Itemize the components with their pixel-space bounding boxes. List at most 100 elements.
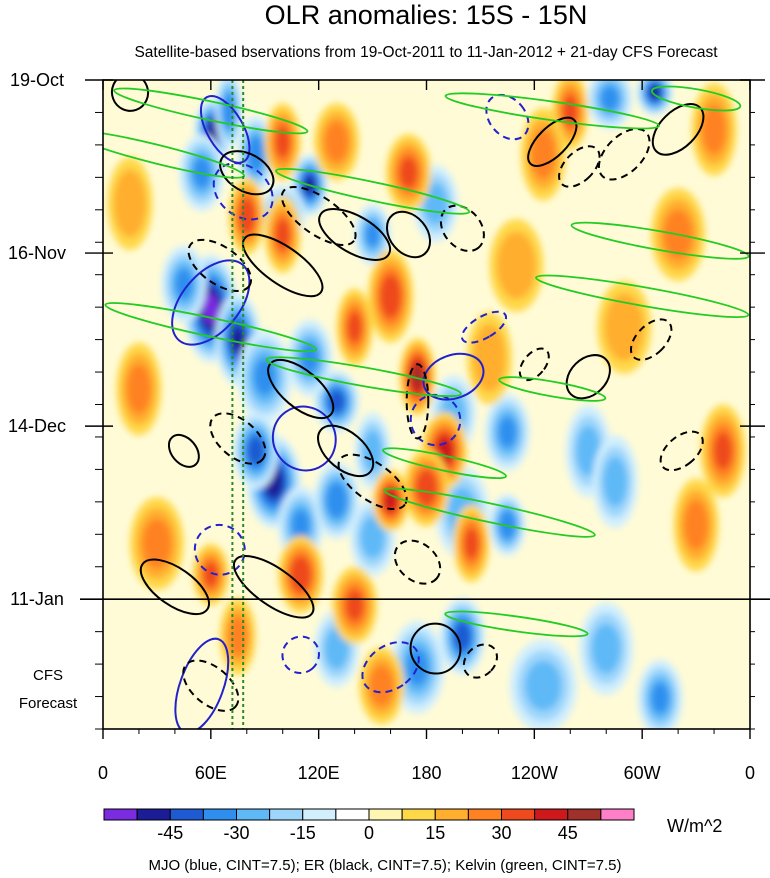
y-tick-label: 19-Oct bbox=[10, 70, 64, 90]
er-contour-33 bbox=[651, 103, 705, 156]
kelvin-contour-41 bbox=[103, 129, 246, 179]
x-tick-label: 0 bbox=[745, 763, 755, 783]
anomaly-feature-62 bbox=[113, 169, 147, 238]
anomaly-feature-61 bbox=[142, 518, 172, 569]
anomaly-feature-36 bbox=[275, 219, 290, 250]
kelvin-contour-47 bbox=[535, 274, 750, 319]
kelvin-contour-42 bbox=[275, 167, 471, 215]
x-tick-label: 60W bbox=[624, 763, 661, 783]
anomaly-feature-46 bbox=[473, 324, 506, 392]
y-tick-label: 16-Nov bbox=[8, 243, 66, 263]
anomaly-feature-13 bbox=[253, 358, 276, 396]
anomaly-feature-39 bbox=[380, 274, 402, 319]
er-contour-39 bbox=[393, 539, 442, 585]
anomaly-feature-19 bbox=[576, 425, 601, 476]
reference-lines bbox=[80, 80, 770, 729]
er-contour-17 bbox=[318, 208, 392, 261]
mjo-contour-10 bbox=[460, 310, 508, 344]
colorbar-swatch bbox=[534, 808, 569, 821]
er-contour-29 bbox=[462, 643, 498, 679]
colorbar-tick-label: 15 bbox=[425, 823, 445, 843]
x-tick-label: 0 bbox=[98, 763, 108, 783]
mjo-contour-3 bbox=[271, 405, 337, 472]
anomaly-feature-30 bbox=[525, 660, 562, 711]
y-tick-label: 14-Dec bbox=[8, 416, 66, 436]
kelvin-contour-40 bbox=[113, 87, 309, 135]
heatmap-layer bbox=[107, 80, 746, 729]
colorbar-swatch bbox=[434, 808, 469, 821]
anomaly-feature-14 bbox=[328, 390, 345, 413]
colorbar-swatch bbox=[335, 808, 370, 821]
er-contour-13 bbox=[219, 150, 275, 196]
colorbar: -45 -30 -15 0 15 30 45 bbox=[103, 808, 635, 843]
colorbar-swatch bbox=[401, 808, 436, 821]
kelvin-contour-50 bbox=[444, 610, 589, 638]
forecast-label-line2: Forecast bbox=[19, 695, 78, 712]
anomaly-feature-21 bbox=[247, 436, 265, 466]
anomaly-feature-3 bbox=[247, 136, 265, 173]
anomaly-feature-37 bbox=[324, 121, 349, 163]
kelvin-contour-44 bbox=[650, 85, 742, 112]
er-contour-23 bbox=[337, 453, 408, 511]
colorbar-tick-label: 0 bbox=[364, 823, 374, 843]
anomaly-feature-53 bbox=[290, 556, 312, 593]
colorbar-tick-label: -30 bbox=[223, 823, 249, 843]
er-contour-24 bbox=[317, 424, 375, 478]
anomaly-feature-60 bbox=[126, 364, 151, 414]
er-contour-30 bbox=[527, 116, 578, 167]
er-contour-31 bbox=[558, 145, 601, 188]
er-contour-14 bbox=[280, 186, 357, 246]
anomaly-feature-45 bbox=[464, 528, 479, 560]
er-contour-21 bbox=[209, 412, 267, 465]
colorbar-tick-label: -45 bbox=[157, 823, 183, 843]
colorbar-swatch bbox=[368, 808, 403, 821]
kelvin-contour-45 bbox=[104, 302, 318, 353]
er-contour-36 bbox=[565, 354, 611, 400]
er-contour-12 bbox=[110, 80, 150, 112]
colorbar-tick-label: -15 bbox=[290, 823, 316, 843]
er-contour-18 bbox=[385, 210, 432, 259]
er-contour-28 bbox=[409, 622, 462, 675]
colorbar-units: W/m^2 bbox=[667, 816, 722, 836]
anomaly-feature-8 bbox=[600, 86, 619, 111]
colorbar-swatch bbox=[202, 808, 238, 821]
anomaly-feature-52 bbox=[684, 500, 709, 550]
x-tick-label: 120E bbox=[298, 763, 340, 783]
er-contour-26 bbox=[182, 659, 240, 712]
anomaly-feature-22 bbox=[291, 509, 310, 541]
anomaly-feature-55 bbox=[228, 615, 248, 658]
anomaly-feature-58 bbox=[496, 231, 536, 300]
colorbar-swatch bbox=[501, 808, 536, 821]
colorbar-tick-label: 45 bbox=[558, 823, 578, 843]
mjo-contour-5 bbox=[174, 637, 230, 729]
anomaly-feature-12 bbox=[174, 268, 193, 300]
er-contour-25 bbox=[233, 555, 315, 619]
x-tick-label: 180 bbox=[411, 763, 441, 783]
anomaly-feature-18 bbox=[498, 416, 517, 448]
er-contour-35 bbox=[629, 318, 673, 361]
kelvin-contour-48 bbox=[570, 221, 750, 260]
anomaly-feature-49 bbox=[702, 104, 727, 155]
anomaly-feature-33 bbox=[324, 627, 349, 670]
er-contour-32 bbox=[597, 127, 651, 181]
anomaly-feature-29 bbox=[454, 622, 471, 651]
anomaly-feature-44 bbox=[384, 488, 398, 512]
contour-legend-footer: MJO (blue, CINT=7.5); ER (black, CINT=7.… bbox=[148, 857, 621, 874]
anomaly-feature-16 bbox=[362, 430, 383, 472]
colorbar-swatch bbox=[567, 808, 602, 821]
kelvin-contour-51 bbox=[498, 376, 607, 402]
colorbar-swatch bbox=[269, 808, 304, 821]
anomaly-feature-23 bbox=[326, 482, 348, 519]
y-tick-label: 11-Jan bbox=[10, 589, 64, 609]
er-contour-37 bbox=[659, 430, 704, 472]
er-contour-22 bbox=[167, 433, 200, 468]
colorbar-swatch bbox=[467, 808, 503, 821]
anomaly-feature-35 bbox=[238, 197, 256, 235]
er-contour-27 bbox=[139, 558, 210, 616]
colorbar-swatch bbox=[103, 808, 138, 821]
mjo-contour-11 bbox=[281, 635, 320, 675]
x-tick-label: 120W bbox=[511, 763, 558, 783]
er-contour-34 bbox=[405, 363, 430, 440]
er-contour-15 bbox=[242, 233, 324, 298]
anomaly-feature-57 bbox=[203, 562, 218, 587]
